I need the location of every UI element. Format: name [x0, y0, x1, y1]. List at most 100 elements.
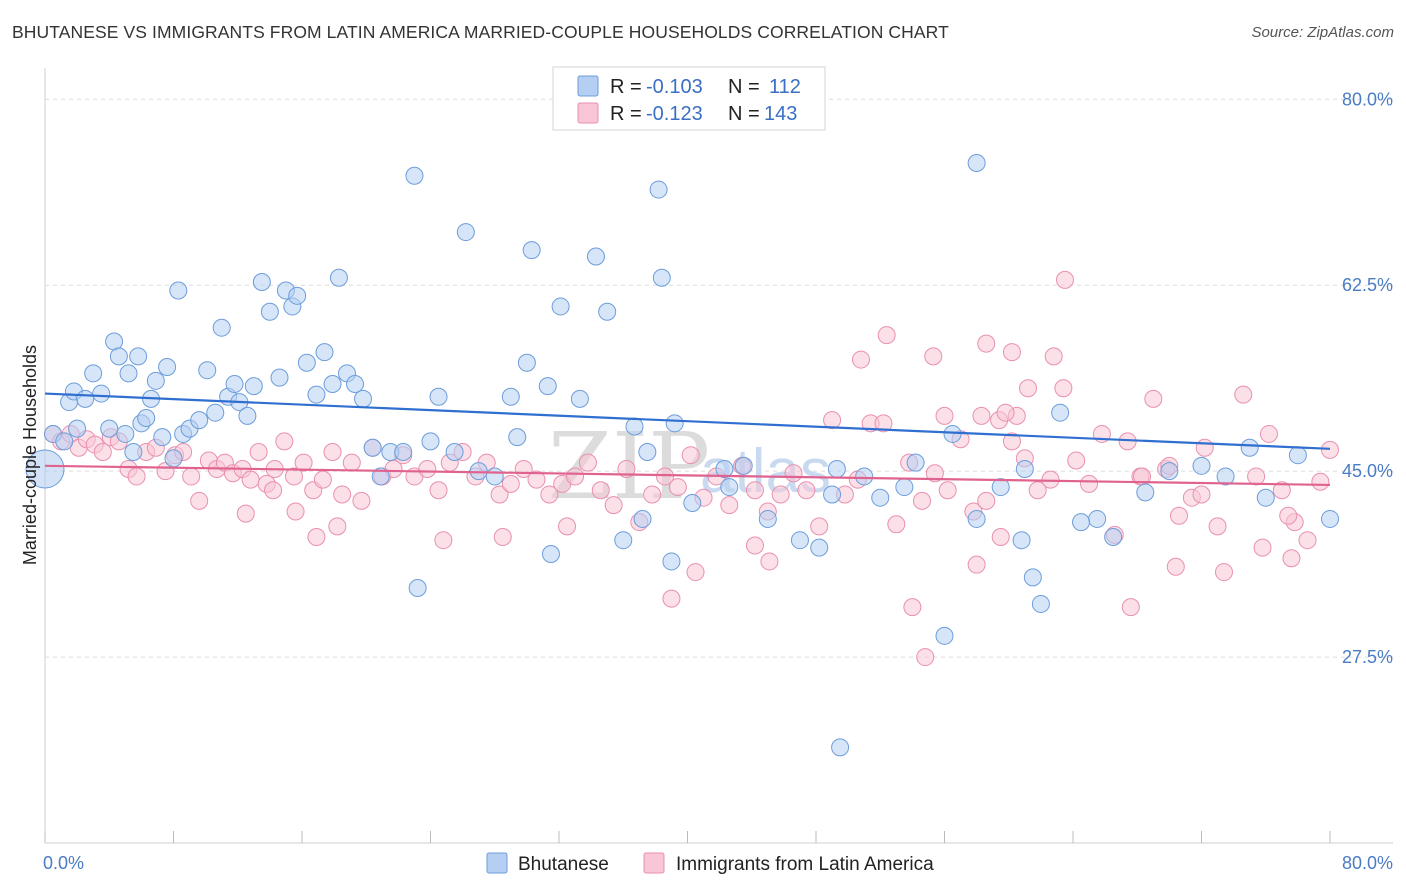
bhutanese-point	[329, 268, 348, 287]
bhutanese-point	[1256, 488, 1275, 507]
bhutanese-point	[633, 509, 652, 528]
bhutanese-point	[270, 368, 289, 387]
bhutanese-point	[55, 432, 74, 451]
immigrants-point	[323, 443, 342, 461]
legend-n-value-immigrants: 143	[764, 103, 797, 125]
immigrants-point	[1195, 438, 1214, 457]
bhutanese-point	[109, 347, 128, 366]
immigrants-point	[1214, 563, 1233, 582]
immigrants-point	[501, 474, 520, 493]
bhutanese-point	[260, 302, 279, 321]
immigrants-point	[275, 432, 294, 451]
bhutanese-point	[169, 281, 188, 300]
bhutanese-point	[871, 488, 890, 507]
legend-swatch-immigrants	[643, 852, 665, 874]
legend-r-label: R =	[610, 103, 642, 125]
bhutanese-point	[1321, 509, 1339, 528]
bhutanese-point	[408, 579, 427, 597]
x-tick-labels: 0.0% 80.0%	[43, 853, 1393, 873]
immigrants-point	[681, 446, 700, 465]
immigrants-point	[1055, 270, 1074, 289]
immigrants-point	[745, 481, 764, 500]
immigrants-point	[1192, 485, 1211, 504]
bhutanese-point	[225, 375, 244, 393]
immigrants-point	[591, 481, 610, 500]
bhutanese-point	[1072, 513, 1091, 532]
bhutanese-point	[146, 371, 165, 390]
immigrants-point	[686, 563, 705, 582]
bhutanese-point	[68, 419, 87, 438]
legend-swatch-immigrants	[577, 102, 599, 124]
immigrants-point	[566, 467, 585, 486]
bhutanese-point	[84, 364, 103, 383]
immigrants-point	[190, 491, 209, 510]
immigrants-point	[1067, 451, 1086, 470]
bhutanese-point	[625, 417, 644, 436]
immigrants-point	[874, 414, 893, 433]
immigrants-point	[313, 470, 332, 489]
immigrants-point	[810, 517, 829, 536]
bhutanese-point	[371, 467, 390, 486]
bhutanese-point	[522, 241, 541, 260]
bhutanese-point	[212, 318, 231, 337]
bhutanese-point	[1216, 467, 1235, 486]
bhutanese-point	[967, 154, 986, 172]
immigrants-point	[668, 478, 687, 497]
immigrants-point	[1054, 379, 1073, 398]
bhutanese-point	[153, 428, 172, 447]
bhutanese-point	[164, 449, 183, 468]
bhutanese-point	[1088, 509, 1107, 528]
bhutanese-point	[1051, 403, 1070, 422]
bhutanese-point	[614, 531, 633, 550]
immigrants-point	[578, 453, 597, 472]
bhutanese-point	[315, 343, 334, 362]
bhutanese-point	[190, 411, 209, 430]
bhutanese-point	[198, 361, 217, 380]
immigrants-point	[1311, 472, 1330, 491]
immigrants-point	[720, 496, 739, 515]
immigrants-trend-line	[44, 464, 1331, 487]
immigrants-point	[249, 443, 268, 461]
immigrants-point	[617, 460, 636, 478]
immigrants-point	[851, 350, 870, 369]
bhutanese-point	[906, 453, 925, 472]
trend-lines	[44, 392, 1331, 487]
y-tick-label: 62.5%	[1342, 275, 1393, 295]
bhutanese-point	[119, 364, 138, 383]
immigrants-point	[916, 648, 935, 667]
bhutanese-point	[456, 223, 475, 242]
series-bhutanese-points	[25, 154, 1339, 757]
immigrants-point	[1279, 506, 1298, 525]
immigrants-point	[1166, 557, 1185, 576]
legend-label-immigrants: Immigrants from Latin America	[676, 854, 934, 875]
bhutanese-point	[1160, 462, 1179, 481]
bhutanese-point	[346, 375, 365, 393]
bhutanese-point	[158, 358, 177, 376]
immigrants-point	[1253, 538, 1272, 557]
bhutanese-point	[137, 409, 156, 427]
bhutanese-point	[206, 403, 225, 422]
immigrants-point	[771, 485, 790, 504]
immigrants-point	[241, 470, 260, 489]
immigrants-point	[1298, 531, 1317, 550]
immigrants-point	[967, 555, 986, 574]
bhutanese-point	[790, 531, 809, 550]
bhutanese-point	[92, 384, 111, 403]
bhutanese-point	[445, 443, 464, 461]
bhutanese-point	[25, 449, 65, 489]
bhutanese-point	[649, 180, 668, 199]
immigrants-point	[977, 334, 996, 353]
y-axis-label: Married-couple Households	[20, 345, 40, 565]
immigrants-point	[1259, 424, 1278, 443]
bhutanese-point	[501, 387, 520, 406]
bhutanese-point	[1015, 460, 1034, 478]
immigrants-point	[1282, 549, 1301, 568]
immigrants-point	[977, 491, 996, 510]
immigrants-point	[527, 470, 546, 489]
immigrants-point	[925, 464, 944, 483]
bhutanese-point	[124, 443, 143, 461]
immigrants-point	[935, 406, 954, 425]
immigrants-point	[264, 481, 283, 500]
immigrants-point	[307, 528, 326, 546]
immigrants-point	[342, 453, 361, 472]
